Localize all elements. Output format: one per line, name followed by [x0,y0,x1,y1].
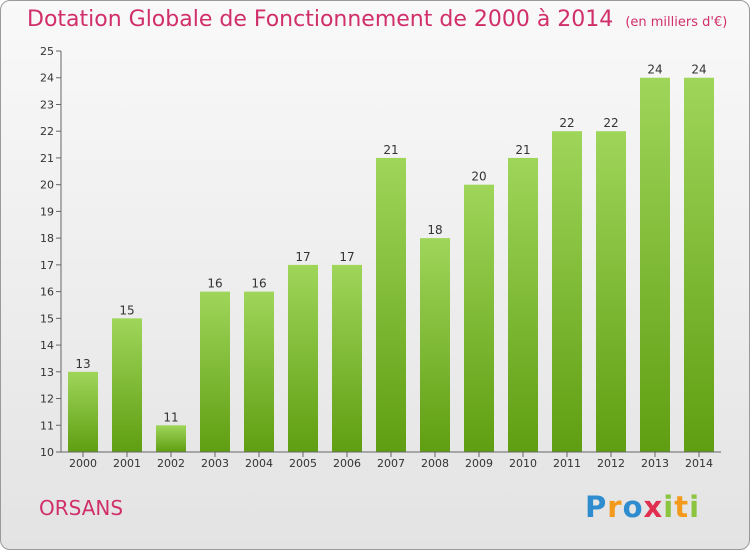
data-label: 24 [647,63,662,77]
y-tick-label: 21 [40,152,54,165]
data-label: 11 [163,410,178,424]
x-tick-label: 2005 [289,457,317,470]
chart-title: Dotation Globale de Fonctionnement de 20… [27,7,614,32]
bar [376,157,406,452]
chart-unit: (en milliers d'€) [625,15,728,30]
bar [596,131,626,452]
y-tick-label: 25 [40,45,54,58]
y-tick-label: 16 [40,286,54,299]
x-tick-label: 2006 [333,457,361,470]
bar [464,184,494,452]
bar [508,157,538,452]
y-tick-label: 24 [40,72,54,85]
bar [244,291,274,452]
x-tick-label: 2008 [421,457,449,470]
x-tick-label: 2010 [509,457,537,470]
data-label: 22 [603,116,618,130]
bar [640,77,670,452]
data-label: 21 [383,143,398,157]
proxiti-logo[interactable]: Proxiti [585,490,701,524]
bar [200,291,230,452]
y-tick-label: 23 [40,98,54,111]
x-tick-label: 2007 [377,457,405,470]
commune-name: ORSANS [39,496,124,520]
bar [552,131,582,452]
y-tick-label: 13 [40,366,54,379]
data-label: 24 [691,63,706,77]
bar [684,77,714,452]
data-label: 21 [515,143,530,157]
x-tick-label: 2012 [597,457,625,470]
bar [420,238,450,452]
y-tick-label: 12 [40,393,54,406]
chart-title-block: Dotation Globale de Fonctionnement de 20… [27,7,727,32]
y-tick-label: 15 [40,312,54,325]
y-tick-label: 10 [40,446,54,459]
y-tick-label: 19 [40,205,54,218]
y-tick-label: 18 [40,232,54,245]
y-tick-label: 11 [40,419,54,432]
data-label: 15 [119,303,134,317]
data-label: 16 [207,277,222,291]
bar [332,264,362,452]
bar [112,318,142,452]
data-label: 22 [559,116,574,130]
y-tick-label: 14 [40,339,54,352]
data-label: 17 [339,250,354,264]
x-tick-label: 2002 [157,457,185,470]
x-tick-label: 2000 [69,457,97,470]
y-tick-label: 22 [40,125,54,138]
x-tick-label: 2004 [245,457,273,470]
x-tick-label: 2009 [465,457,493,470]
bar [288,264,318,452]
y-tick-label: 20 [40,179,54,192]
data-label: 18 [427,223,442,237]
bar [156,425,186,452]
y-tick-label: 17 [40,259,54,272]
x-tick-label: 2001 [113,457,141,470]
x-tick-label: 2003 [201,457,229,470]
data-label: 17 [295,250,310,264]
data-label: 13 [75,357,90,371]
x-tick-label: 2014 [685,457,713,470]
data-label: 20 [471,170,486,184]
x-tick-label: 2011 [553,457,581,470]
bar [68,371,98,452]
data-label: 16 [251,277,266,291]
x-tick-label: 2013 [641,457,669,470]
